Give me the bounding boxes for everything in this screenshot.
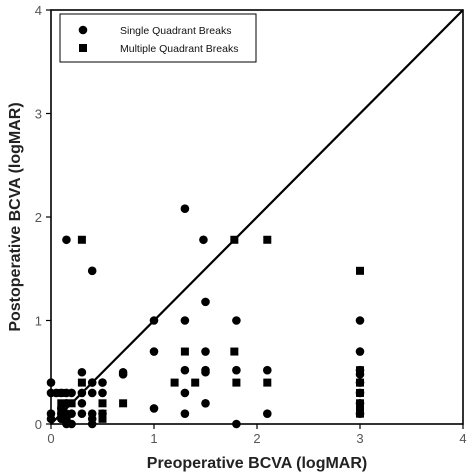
data-point-single — [67, 409, 76, 418]
data-point-multiple — [356, 266, 364, 275]
x-tick-label: 0 — [47, 431, 54, 446]
data-point-single — [263, 365, 272, 375]
data-point-single — [232, 419, 241, 429]
data-point-single — [180, 204, 190, 214]
data-point-single — [355, 347, 365, 356]
legend-label-single: Single Quadrant Breaks — [120, 25, 231, 37]
y-axis-title: Postoperative BCVA (logMAR) — [7, 102, 24, 331]
x-tick-label: 4 — [459, 431, 466, 446]
legend-circle-marker — [78, 25, 88, 35]
data-point-multiple — [263, 378, 272, 387]
data-point-multiple — [356, 388, 364, 397]
data-point-multiple — [119, 399, 128, 408]
data-point-single — [87, 266, 97, 276]
data-point-multiple — [57, 409, 66, 418]
data-point-multiple — [356, 378, 364, 387]
x-tick-label: 2 — [253, 431, 260, 446]
data-point-multiple — [77, 378, 86, 387]
data-point-single — [67, 419, 76, 429]
y-tick-label: 4 — [35, 3, 42, 18]
data-point-multiple — [356, 366, 364, 375]
data-point-multiple — [263, 235, 272, 244]
data-point-multiple — [98, 399, 107, 408]
data-point-single — [87, 378, 97, 387]
x-tick-label: 1 — [150, 431, 157, 446]
data-point-single — [118, 370, 128, 379]
data-point-single — [149, 347, 159, 356]
data-point-single — [77, 409, 87, 418]
data-point-single — [201, 399, 210, 408]
data-point-single — [87, 388, 97, 398]
y-tick-label: 1 — [35, 314, 42, 329]
data-point-single — [201, 297, 210, 307]
data-point-multiple — [98, 409, 107, 418]
legend-square-marker — [79, 44, 87, 52]
data-point-multiple — [230, 235, 239, 244]
data-point-single — [46, 414, 56, 424]
data-point-single — [232, 316, 241, 325]
legend-box — [59, 13, 257, 63]
legend-label-multiple: Multiple Quadrant Breaks — [120, 43, 238, 55]
data-point-single — [180, 409, 190, 418]
data-point-single — [46, 378, 56, 387]
data-point-single — [149, 316, 159, 325]
data-point-multiple — [356, 409, 364, 418]
data-point-single — [77, 399, 87, 408]
data-point-single — [180, 316, 190, 325]
y-tick-label: 2 — [35, 210, 42, 225]
identity-line — [50, 9, 464, 425]
data-point-single — [201, 347, 210, 356]
data-point-multiple — [98, 414, 107, 423]
y-tick-label: 0 — [35, 417, 42, 432]
data-point-single — [62, 235, 71, 245]
data-point-single — [67, 388, 76, 398]
data-point-multiple — [356, 404, 364, 413]
data-point-single — [355, 316, 365, 325]
axis-ticks: 0 1 2 3 4 0 1 2 3 4 — [35, 3, 467, 446]
data-point-single — [149, 404, 159, 413]
data-point-multiple — [67, 399, 76, 408]
data-point-single — [232, 365, 241, 375]
data-points — [46, 204, 365, 429]
data-point-multiple — [230, 347, 239, 356]
data-point-multiple — [180, 347, 189, 356]
data-point-multiple — [77, 235, 86, 244]
data-point-single — [199, 235, 208, 245]
data-point-multiple — [191, 378, 200, 387]
data-point-single — [98, 388, 107, 398]
data-point-single — [77, 388, 87, 398]
x-tick-label: 3 — [356, 431, 363, 446]
data-point-single — [263, 409, 272, 418]
y-tick-label: 3 — [35, 107, 42, 122]
data-point-multiple — [57, 388, 66, 397]
data-point-single — [201, 367, 210, 377]
x-axis-title: Preoperative BCVA (logMAR) — [147, 455, 367, 472]
data-point-multiple — [170, 378, 179, 387]
data-point-single — [180, 365, 190, 375]
legend: Single Quadrant Breaks Multiple Quadrant… — [59, 13, 257, 63]
data-point-multiple — [232, 378, 241, 387]
data-point-single — [180, 388, 190, 398]
data-point-single — [87, 419, 97, 429]
data-point-single — [77, 367, 87, 377]
data-point-single — [98, 378, 107, 387]
data-point-multiple — [356, 399, 364, 408]
data-point-multiple — [57, 399, 66, 408]
